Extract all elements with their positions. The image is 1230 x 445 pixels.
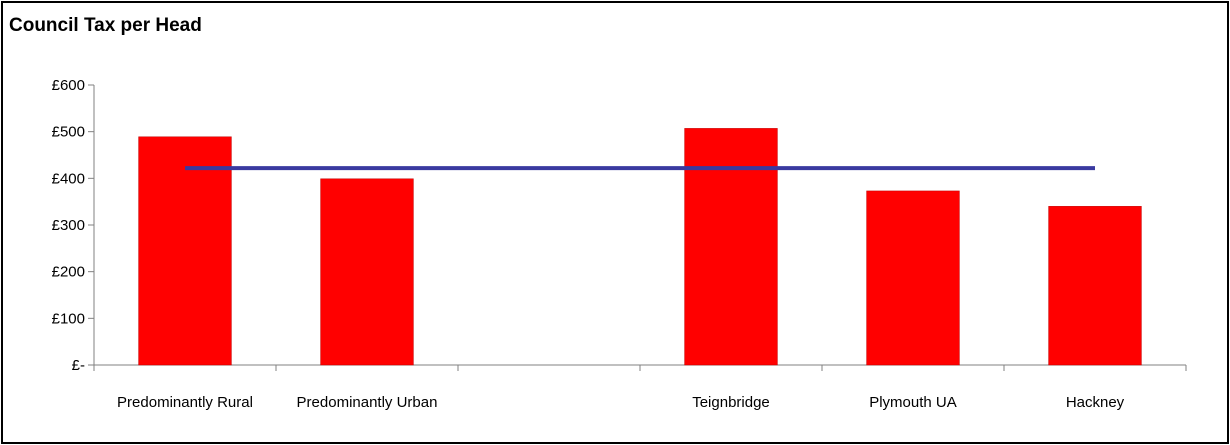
y-tick-label: £200 (52, 264, 85, 281)
x-category-label: Predominantly Urban (297, 394, 438, 411)
bar (684, 128, 778, 366)
chart-labels: £- £100 £200 £300 £400 £500 £600 Predominantly … (52, 77, 1125, 411)
bar (138, 136, 232, 366)
y-tick-label: £100 (52, 310, 85, 327)
bar (866, 190, 960, 366)
y-tick-label: £600 (52, 77, 85, 94)
chart-axes (88, 84, 1187, 371)
chart-bars (138, 128, 1142, 366)
x-category-label: Predominantly Rural (117, 394, 253, 411)
y-tick-label: £300 (52, 217, 85, 234)
bar (320, 178, 414, 366)
bar (1048, 206, 1142, 366)
y-tick-label: £500 (52, 124, 85, 141)
x-category-label: Hackney (1066, 394, 1125, 411)
y-tick-label: £- (72, 357, 85, 374)
x-category-label: Plymouth UA (869, 394, 957, 411)
x-category-label: Teignbridge (692, 394, 770, 411)
y-tick-label: £400 (52, 170, 85, 187)
chart-title: Council Tax per Head (9, 15, 202, 36)
